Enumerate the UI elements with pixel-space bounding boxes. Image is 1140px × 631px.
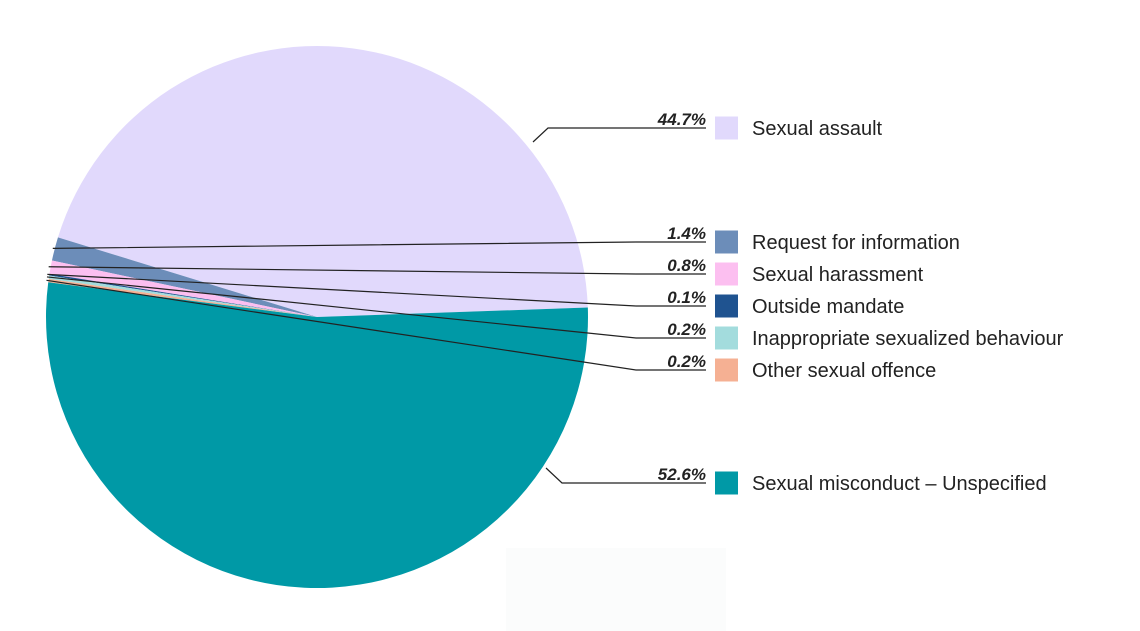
leader-line-sexual-harassment xyxy=(48,266,706,275)
leader-line-sexual-assault xyxy=(532,127,706,143)
leader-line-sexual-misconduct-unspecified xyxy=(545,467,706,484)
leader-line-inappropriate-sexualized-behaviour xyxy=(46,276,706,339)
data-label-other-sexual-offence: 0.2% xyxy=(667,352,706,371)
legend-swatch-sexual-harassment xyxy=(715,262,738,286)
legend-label-inappropriate-sexualized-behaviour: Inappropriate sexualized behaviour xyxy=(752,328,1064,350)
legend-label-request-for-information: Request for information xyxy=(752,232,960,254)
pie-slice-inappropriate-sexualized-behaviour xyxy=(48,275,317,317)
data-label-request-for-information: 1.4% xyxy=(667,224,706,243)
data-label-inappropriate-sexualized-behaviour: 0.2% xyxy=(667,320,706,339)
legend-label-sexual-misconduct-unspecified: Sexual misconduct – Unspecified xyxy=(752,473,1047,495)
legend-swatch-sexual-assault xyxy=(715,116,738,140)
data-label-sexual-misconduct-unspecified: 52.6% xyxy=(658,465,706,484)
data-label-sexual-assault: 44.7% xyxy=(657,110,706,129)
background-smudge xyxy=(506,548,726,631)
legend: Sexual assault 44.7% Request for informati… xyxy=(657,110,1064,495)
leader-line-outside-mandate xyxy=(47,273,706,307)
legend-swatch-request-for-information xyxy=(715,230,738,254)
legend-label-outside-mandate: Outside mandate xyxy=(752,296,904,318)
legend-swatch-outside-mandate xyxy=(715,294,738,318)
pie-slice-request-for-information xyxy=(51,237,318,317)
data-label-sexual-harassment: 0.8% xyxy=(667,256,706,275)
legend-swatch-sexual-misconduct-unspecified xyxy=(715,471,738,495)
pie-slice-sexual-harassment xyxy=(49,260,317,317)
leader-lines xyxy=(46,127,706,484)
legend-label-other-sexual-offence: Other sexual offence xyxy=(752,360,936,382)
leader-line-request-for-information xyxy=(52,241,706,249)
leader-line-other-sexual-offence xyxy=(46,279,706,371)
legend-label-sexual-assault: Sexual assault xyxy=(752,118,883,140)
legend-swatch-other-sexual-offence xyxy=(715,358,738,382)
pie-slice-sexual-assault xyxy=(57,46,588,318)
legend-label-sexual-harassment: Sexual harassment xyxy=(752,264,924,286)
legend-swatch-inappropriate-sexualized-behaviour xyxy=(715,326,738,350)
data-label-outside-mandate: 0.1% xyxy=(667,288,706,307)
pie-slices xyxy=(45,46,588,589)
pie-slice-other-sexual-offence xyxy=(48,278,317,317)
pie-slice-sexual-misconduct-unspecified xyxy=(45,282,588,589)
